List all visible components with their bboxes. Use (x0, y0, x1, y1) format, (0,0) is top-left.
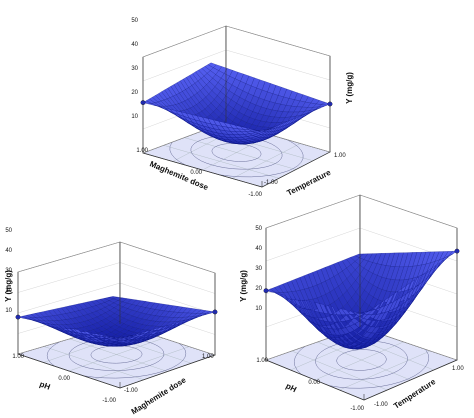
y-tick-label: 1.00 (256, 358, 268, 364)
x-tick-label: 1.00 (202, 354, 214, 360)
z-tick-label: 20 (5, 288, 12, 294)
plot-graphics (15, 241, 218, 389)
z-tick-label: 30 (255, 266, 262, 272)
contour-line (211, 143, 262, 162)
z-tick-label: 30 (5, 268, 12, 274)
contour-line (336, 349, 387, 371)
z-tick-label: 40 (131, 42, 138, 48)
z-tick-label: 20 (255, 286, 262, 292)
z-tick-label: 40 (5, 248, 12, 254)
y-tick-label: 0.00 (190, 170, 202, 176)
floor-edge (17, 353, 216, 389)
surface-plot-top: 50 40 30 20 10 Y (mg/g) 1.00 0.00 -1.00 … (131, 18, 354, 198)
z-tick-label: 50 (5, 228, 12, 234)
x-tick-label: -1.00 (264, 180, 278, 186)
z-tick-label: 10 (5, 308, 12, 314)
y-tick-label: 0.00 (58, 376, 70, 382)
z-tick-label: 10 (255, 306, 262, 312)
surface-plot-bottom-left: 50 40 30 20 10 Y (mg/g) 1.00 0.00 -1.00 … (4, 228, 218, 416)
y-axis-label: pH (38, 380, 51, 392)
floor-grid-line (68, 337, 165, 372)
z-axis-label: Y (mg/g) (4, 270, 13, 302)
floor-edge (142, 151, 331, 188)
z-axis-label: Y (mg/g) (345, 72, 354, 104)
plot-graphics (140, 25, 333, 188)
z-tick-label: 40 (255, 246, 262, 252)
y-axis-label: pH (284, 381, 298, 394)
x-tick-label: 1.00 (452, 366, 464, 372)
x-tick-label: -1.00 (374, 402, 388, 408)
x-tick-label: -1.00 (124, 388, 138, 394)
floor-grid-line (314, 339, 409, 381)
y-tick-label: -1.00 (248, 192, 262, 198)
y-tick-label: 0.00 (308, 380, 320, 386)
z-tick-label: 50 (131, 18, 138, 24)
floor-edge (265, 359, 458, 401)
x-axis-label: Temperature (285, 168, 332, 198)
plot-graphics (263, 194, 460, 401)
x-tick-label: 1.00 (334, 153, 346, 159)
z-tick-label: 20 (131, 90, 138, 96)
z-tick-label: 50 (255, 226, 262, 232)
z-axis-label: Y (mg/g) (239, 270, 248, 302)
z-tick-label: 10 (131, 114, 138, 120)
y-tick-label: -1.00 (102, 398, 116, 404)
y-tick-label: 1.00 (136, 148, 148, 154)
z-tick-label: 30 (131, 66, 138, 72)
y-tick-label: -1.00 (350, 406, 364, 412)
surface-plot-bottom-right: 50 40 30 20 10 Y (mg/g) 1.00 0.00 -1.00 … (239, 194, 464, 412)
y-tick-label: 1.00 (12, 354, 24, 360)
